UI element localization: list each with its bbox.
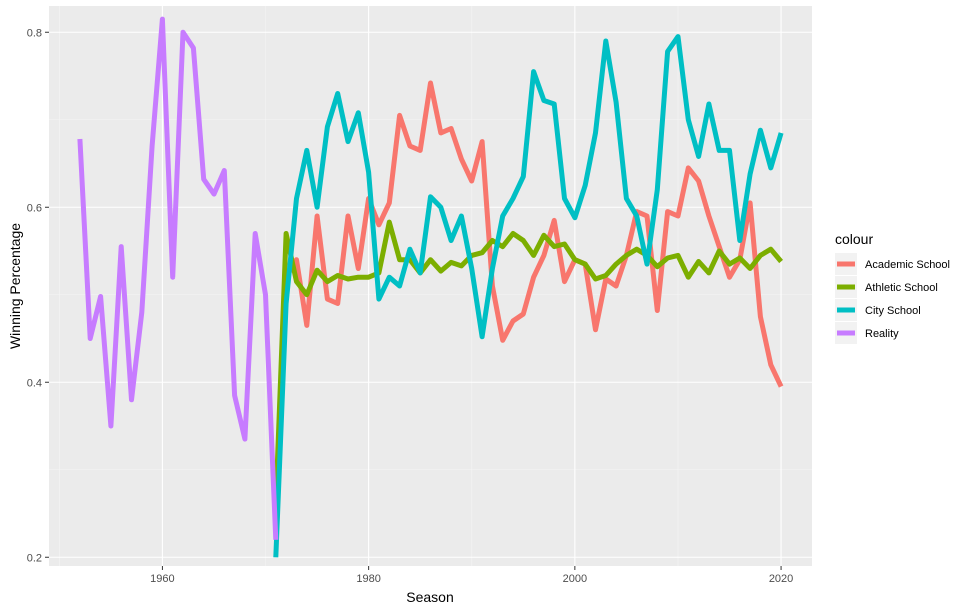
legend-label: City School <box>865 305 921 317</box>
y-axis-ticks: 0.2 0.4 0.6 0.8 <box>27 27 49 564</box>
x-axis-title: Season <box>406 589 453 605</box>
x-tick-label: 2000 <box>563 573 587 585</box>
x-axis-ticks: 1960 1980 2000 2020 <box>150 566 793 585</box>
y-tick-label: 0.8 <box>27 27 42 39</box>
legend-label: Athletic School <box>865 282 938 294</box>
y-axis-title: Winning Percentage <box>7 223 23 349</box>
series-lines <box>77 16 784 558</box>
y-tick-label: 0.4 <box>27 377 42 389</box>
y-tick-label: 0.6 <box>27 202 42 214</box>
x-tick-label: 1980 <box>356 573 380 585</box>
x-tick-label: 2020 <box>769 573 793 585</box>
x-tick-label: 1960 <box>150 573 174 585</box>
legend-label: Academic School <box>865 259 950 271</box>
series-line-athletic-school <box>273 219 784 505</box>
y-tick-label: 0.2 <box>27 552 42 564</box>
legend-label: Reality <box>865 328 899 340</box>
legend: colour Academic School Athletic School Cit… <box>835 231 950 344</box>
series-line-reality <box>77 16 279 540</box>
series-line-city-school <box>273 34 784 558</box>
legend-items: Academic School Athletic School City Schoo… <box>835 253 950 344</box>
legend-title: colour <box>835 231 873 247</box>
